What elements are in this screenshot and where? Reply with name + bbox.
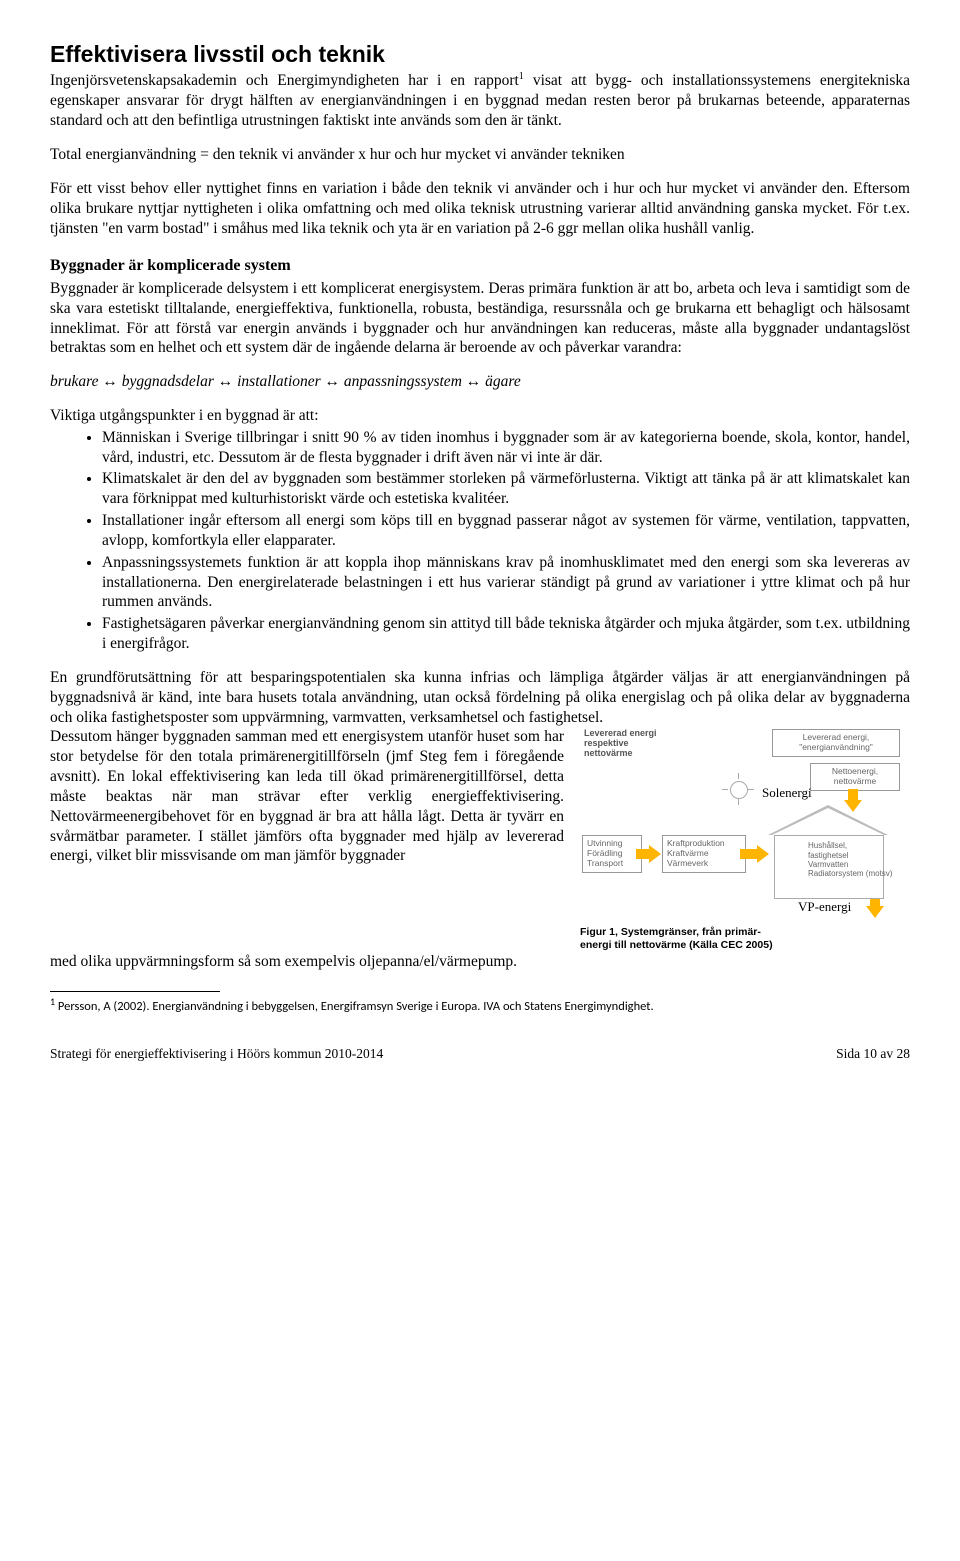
main-heading: Effektivisera livsstil och teknik — [50, 40, 910, 69]
equation-line: Total energianvändning = den teknik vi a… — [50, 145, 910, 165]
arrow-icon — [740, 849, 760, 859]
house-icon: Hushållsel, fastighetsel Varmvatten Radi… — [768, 805, 888, 897]
roof-inner-shape — [772, 808, 884, 835]
list-item: Fastighetsägaren påverkar energianvändni… — [102, 614, 910, 654]
variation-paragraph: För ett visst behov eller nyttighet finn… — [50, 179, 910, 238]
diag-mid-box: Kraftproduktion Kraftvärme Värmeverk — [662, 835, 746, 872]
right-column: Levererad energi respektive nettovärme L… — [580, 727, 910, 951]
chain-line: brukare ↔ byggnadsdelar ↔ installationer… — [50, 372, 910, 392]
diag-title-label: Levererad energi respektive nettovärme — [584, 729, 657, 759]
sun-ray — [748, 789, 754, 790]
vp-label: VP-energi — [798, 899, 851, 916]
figure-caption: Figur 1, Systemgränser, från primär- ene… — [580, 926, 910, 951]
diag-netto-box: Nettoenergi, nettovärme — [810, 763, 900, 791]
closing-paragraph: med olika uppvärmningsform så som exempe… — [50, 952, 910, 972]
footnote-text: Persson, A (2002). Energianvändning i be… — [55, 1000, 654, 1015]
arrow-down-icon — [870, 899, 880, 909]
diag-delivered-box: Levererad energi, "energianvändning" — [772, 729, 900, 757]
page-footer: Strategi för energieffektivisering i Höö… — [50, 1045, 910, 1062]
sun-icon — [730, 781, 748, 799]
arrow-down-icon — [848, 789, 858, 803]
list-item: Anpassningssystemets funktion är att kop… — [102, 553, 910, 612]
left-column: Dessutom hänger byggnaden samman med ett… — [50, 727, 564, 951]
list-intro: Viktiga utgångspunkter i en byggnad är a… — [50, 406, 910, 426]
solenergi-label: Solenergi — [762, 785, 812, 802]
sun-ray — [738, 799, 739, 805]
two-column-block: Dessutom hänger byggnaden samman med ett… — [50, 727, 910, 951]
energy-diagram: Levererad energi respektive nettovärme L… — [580, 727, 910, 922]
intro-text-a: Ingenjörsvetenskapsakademin och Energimy… — [50, 73, 519, 90]
sub-heading: Byggnader är komplicerade system — [50, 256, 910, 276]
complex-paragraph: Byggnader är komplicerade delsystem i et… — [50, 279, 910, 358]
footnote-separator — [50, 991, 220, 992]
sun-ray — [738, 773, 739, 779]
prereq-paragraph: En grundförutsättning för att besparings… — [50, 668, 910, 727]
footnote: 1 Persson, A (2002). Energianvändning i … — [50, 996, 910, 1015]
footer-right: Sida 10 av 28 — [836, 1045, 910, 1062]
bullet-list: Människan i Sverige tillbringar i snitt … — [50, 428, 910, 654]
house-text: Hushållsel, fastighetsel Varmvatten Radi… — [808, 841, 892, 878]
left-col-text: Dessutom hänger byggnaden samman med ett… — [50, 728, 564, 864]
list-item: Människan i Sverige tillbringar i snitt … — [102, 428, 910, 468]
list-item: Klimatskalet är den del av byggnaden som… — [102, 469, 910, 509]
footer-left: Strategi för energieffektivisering i Höö… — [50, 1045, 383, 1062]
arrow-icon — [636, 849, 652, 859]
list-item: Installationer ingår eftersom all energi… — [102, 511, 910, 551]
diag-left-box: Utvinning Förädling Transport — [582, 835, 642, 872]
intro-paragraph: Ingenjörsvetenskapsakademin och Energimy… — [50, 71, 910, 131]
sun-ray — [722, 789, 728, 790]
